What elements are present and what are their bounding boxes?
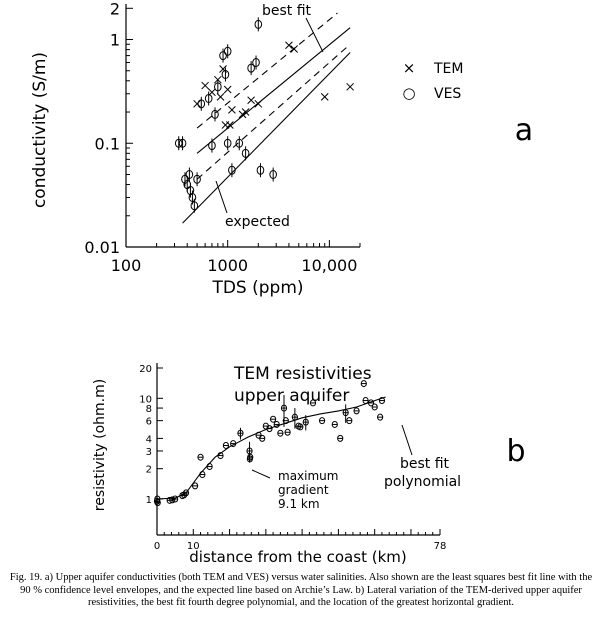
- best-fit-poly-pointer: [401, 424, 413, 456]
- tem-point-stroke: [241, 108, 250, 116]
- y-tick-label: 1: [146, 495, 152, 506]
- tem-point: [201, 81, 209, 90]
- polynomial-fit-curve: [156, 396, 386, 500]
- legend-tem-label: TEM: [433, 61, 463, 77]
- tem-point: [213, 75, 222, 84]
- max-gradient-pointer: [251, 469, 271, 479]
- legend-ves-label: VES: [434, 86, 461, 102]
- fit-line-best-fit: [196, 27, 351, 154]
- fit-line-lower-90-confidence: [196, 43, 351, 180]
- tem-point-stroke: [201, 81, 209, 90]
- max-gradient-label-1: maximum: [278, 469, 338, 483]
- legend-ves-marker: ○: [402, 84, 415, 102]
- tem-point: [285, 41, 293, 50]
- tem-point: [346, 82, 354, 91]
- panel-a-xlabel: TDS (ppm): [211, 278, 303, 298]
- tem-point: [225, 121, 234, 129]
- best-fit-poly-label-1: best fit: [400, 456, 450, 472]
- x-tick-label: 10,000: [301, 256, 357, 275]
- tem-point-stroke: [225, 121, 234, 129]
- panel-a-expected-label: expected: [225, 214, 290, 230]
- y-tick-label: 0.1: [95, 134, 120, 153]
- fit-line-upper-90-confidence: [196, 12, 338, 129]
- tem-point-stroke: [213, 75, 222, 84]
- tem-point: [247, 96, 255, 105]
- panel-b-label: b: [506, 434, 525, 469]
- x-tick-label: 0: [154, 541, 160, 552]
- fit-line-expected: [182, 52, 351, 224]
- figure-caption: Fig. 19. a) Upper aquifer conductivities…: [9, 572, 593, 608]
- panel-a-ylabel: conductivity (S/m): [30, 52, 50, 208]
- max-gradient-label-2: gradient: [278, 483, 329, 497]
- x-tick-label: 1000: [207, 256, 248, 275]
- panel-b-axes: [156, 363, 440, 536]
- tem-point: [223, 85, 232, 94]
- panel-b-subtitle: upper aquifer: [234, 386, 349, 406]
- panel-a-best-fit-label: best fit: [262, 3, 312, 19]
- tem-point-stroke: [219, 65, 227, 73]
- y-tick-label: 2: [110, 0, 120, 18]
- tem-point: [193, 99, 201, 108]
- tem-point-stroke: [228, 105, 236, 114]
- x-tick-label: 10: [187, 541, 200, 552]
- panel-a-expected-pointer: [215, 180, 228, 214]
- panel-a-legend: × TEM ○ VES: [402, 59, 463, 102]
- panel-a-axes: [125, 4, 360, 248]
- y-tick-label: 2: [146, 465, 152, 476]
- y-tick-label: 10: [139, 394, 152, 405]
- best-fit-poly-label-2: polynomial: [384, 474, 461, 490]
- y-tick-label: 4: [146, 434, 152, 445]
- tem-point: [216, 93, 225, 101]
- tem-point-stroke: [285, 41, 293, 50]
- y-tick-label: 8: [146, 404, 152, 415]
- tem-point-stroke: [247, 96, 255, 105]
- tem-point: [320, 93, 329, 101]
- panel-b-ylabel: resistivity (ohm.m): [92, 379, 108, 511]
- x-tick-label: 100: [111, 256, 142, 275]
- panel-b-title: TEM resistivities: [233, 364, 372, 384]
- tem-point: [241, 108, 250, 116]
- legend-tem-marker: ×: [403, 59, 416, 77]
- tem-point-stroke: [193, 99, 201, 108]
- max-gradient-label-3: 9.1 km: [278, 497, 320, 511]
- x-tick-label: 78: [434, 541, 447, 552]
- tem-point-stroke: [320, 93, 329, 101]
- y-tick-label: 0.01: [84, 238, 120, 257]
- panel-a-best-fit-pointer: [305, 17, 324, 53]
- y-tick-label: 6: [146, 417, 152, 428]
- tem-point: [228, 105, 236, 114]
- tem-point-stroke: [346, 82, 354, 91]
- y-tick-label: 1: [110, 31, 120, 50]
- y-tick-label: 3: [146, 447, 152, 458]
- panel-b-xlabel: distance from the coast (km): [189, 548, 406, 566]
- panel-a-label: a: [515, 113, 533, 148]
- y-tick-label: 20: [139, 364, 152, 375]
- tem-point-stroke: [216, 93, 225, 101]
- tem-point-stroke: [223, 85, 232, 94]
